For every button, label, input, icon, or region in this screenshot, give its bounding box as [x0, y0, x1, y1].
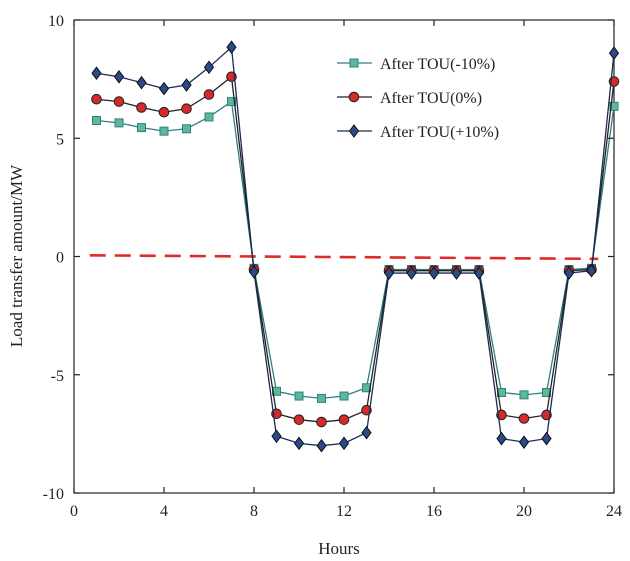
series-2 [91, 71, 620, 428]
data-point [406, 266, 417, 280]
data-point [339, 391, 349, 401]
reference-line-dashed [89, 254, 599, 261]
x-tick-label: 12 [336, 503, 352, 520]
data-point [113, 69, 125, 84]
data-point [518, 413, 530, 424]
data-point [293, 436, 305, 451]
y-tick-label: 0 [56, 250, 64, 267]
y-tick-label: 10 [48, 13, 64, 30]
data-point [92, 116, 101, 126]
data-point [541, 431, 552, 446]
series-line [96, 45, 615, 447]
x-tick-label: 4 [160, 503, 168, 520]
series-line [96, 100, 615, 400]
data-point [563, 266, 575, 280]
data-point [226, 40, 237, 55]
data-point [428, 266, 440, 280]
data-point [136, 102, 147, 113]
x-tick-label: 24 [606, 503, 622, 520]
data-point [609, 101, 619, 111]
data-point [113, 96, 125, 107]
data-point [114, 118, 124, 128]
x-tick-label: 0 [70, 503, 78, 520]
data-point [608, 46, 620, 60]
data-point [361, 425, 372, 440]
data-point [159, 126, 169, 136]
legend-label: After TOU(-10%) [380, 56, 495, 73]
data-point [158, 106, 170, 118]
data-point [227, 97, 236, 107]
y-tick-label: -10 [43, 486, 64, 503]
data-point [383, 266, 395, 280]
series-1 [92, 97, 619, 403]
legend-label: After TOU(0%) [380, 90, 482, 107]
ticks-layer: 0 4 8 12 16 20 24 10 5 0 -5 -10 [43, 13, 622, 520]
data-point [451, 266, 462, 280]
x-axis-title: Hours [318, 539, 360, 558]
data-point [316, 416, 327, 428]
x-tick-label: 8 [250, 503, 258, 520]
legend-marker [348, 124, 360, 138]
x-tick-label: 20 [516, 503, 532, 520]
data-point [181, 78, 192, 92]
data-point [158, 81, 170, 96]
data-point [586, 263, 597, 278]
series-3 [91, 40, 620, 453]
data-point [316, 438, 327, 453]
data-point [473, 266, 485, 280]
y-tick-label: -5 [51, 368, 64, 385]
data-point [137, 123, 146, 133]
data-point [203, 60, 215, 75]
series-layer [91, 40, 620, 453]
legend: After TOU(-10%) After TOU(0%) After TOU(+1… [337, 56, 499, 141]
data-point [338, 414, 350, 425]
data-point [248, 265, 260, 279]
data-point [496, 431, 507, 446]
data-point [91, 93, 102, 105]
y-axis-title: Load transfer amount/MW [7, 164, 26, 347]
legend-label: After TOU(+10%) [380, 124, 499, 141]
reference-line-layer [89, 254, 599, 261]
data-point [518, 435, 530, 449]
data-point [293, 414, 305, 425]
data-point [317, 393, 326, 403]
x-tick-label: 16 [426, 503, 442, 520]
y-tick-label: 5 [56, 131, 64, 148]
data-point [294, 391, 304, 401]
data-point [91, 66, 102, 81]
data-point [204, 112, 214, 122]
data-point [338, 436, 350, 451]
data-point [136, 75, 147, 90]
legend-marker [349, 58, 359, 68]
data-point [519, 390, 529, 400]
legend-marker [348, 91, 360, 103]
data-point [271, 429, 282, 444]
data-point [203, 89, 215, 100]
data-point [181, 103, 192, 114]
data-point [182, 124, 191, 134]
